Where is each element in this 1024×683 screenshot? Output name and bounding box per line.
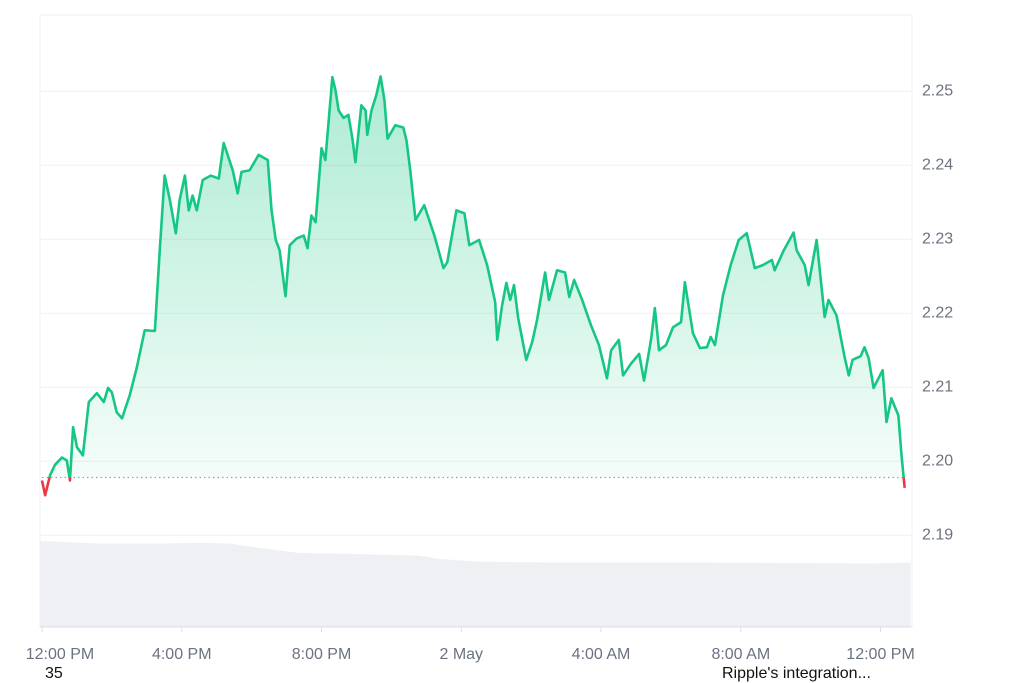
x-tick-label: 2 May <box>439 646 483 663</box>
footer-left: 35 <box>45 665 63 682</box>
y-tick-label: 2.22 <box>922 304 953 321</box>
y-tick-label: 2.19 <box>922 526 953 543</box>
y-tick-label: 2.24 <box>922 156 953 173</box>
y-tick-label: 2.21 <box>922 378 953 395</box>
x-tick-label: 8:00 AM <box>711 646 770 663</box>
volume-area <box>39 541 911 627</box>
x-tick-label: 8:00 PM <box>292 646 352 663</box>
price-area <box>42 76 905 478</box>
x-tick-label: 12:00 PM <box>846 646 914 663</box>
x-tick-label: 4:00 AM <box>572 646 631 663</box>
y-tick-label: 2.25 <box>922 82 953 99</box>
y-tick-label: 2.23 <box>922 230 953 247</box>
footer-right: Ripple's integration... <box>722 665 871 682</box>
x-tick-label: 12:00 PM <box>26 646 94 663</box>
y-tick-label: 2.20 <box>922 452 953 469</box>
price-line <box>40 75 906 497</box>
x-tick-label: 4:00 PM <box>152 646 212 663</box>
